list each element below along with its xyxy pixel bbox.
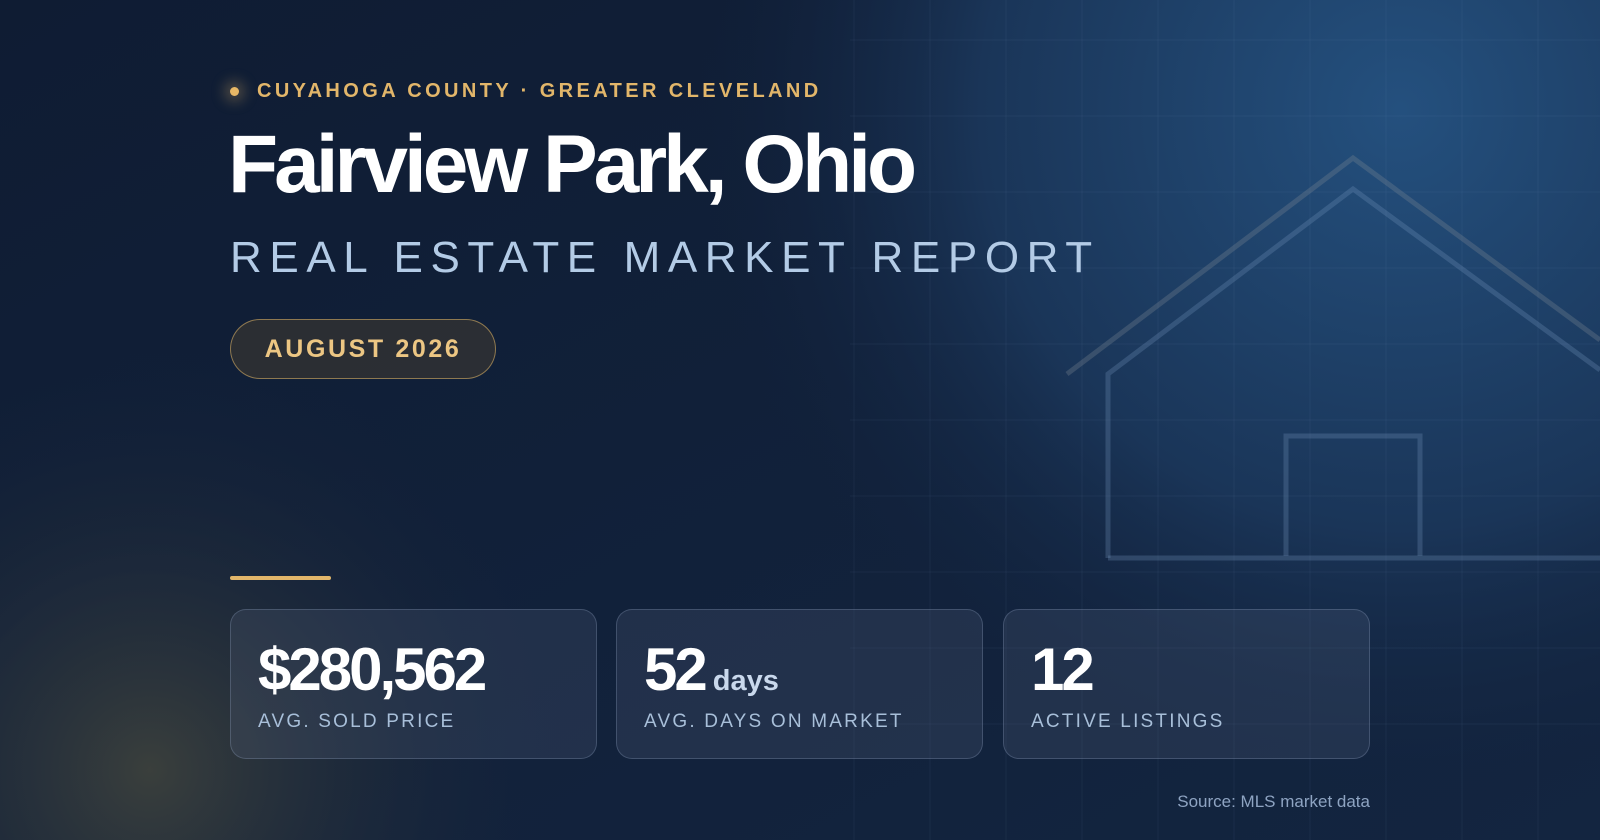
stat-card: 12 ACTIVE LISTINGS — [1003, 609, 1370, 759]
stat-label: ACTIVE LISTINGS — [1031, 711, 1225, 732]
stat-label: AVG. DAYS ON MARKET — [644, 711, 904, 732]
eyebrow-text: CUYAHOGA COUNTY · GREATER CLEVELAND — [257, 80, 822, 102]
stat-unit: days — [712, 665, 779, 697]
stat-label: AVG. SOLD PRICE — [258, 711, 456, 732]
stat-card: 52 days AVG. DAYS ON MARKET — [616, 609, 983, 759]
date-badge: AUGUST 2026 — [230, 319, 496, 379]
stat-value: $280,562 — [258, 636, 487, 703]
stat-value-row: 12 — [1031, 640, 1095, 700]
subtitle: REAL ESTATE MARKET REPORT — [230, 233, 1100, 282]
eyebrow: CUYAHOGA COUNTY · GREATER CLEVELAND — [230, 80, 822, 103]
title: Fairview Park, Ohio — [228, 119, 917, 210]
stat-card: $280,562 AVG. SOLD PRICE — [230, 609, 597, 759]
eyebrow-dot — [230, 87, 239, 96]
stat-value: 52 — [644, 636, 708, 703]
accent-rule — [230, 576, 331, 580]
house-outline — [1065, 154, 1600, 561]
stat-value-row: $280,562 — [258, 640, 487, 700]
stat-value: 12 — [1031, 636, 1095, 703]
source-note: Source: MLS market data — [1177, 792, 1370, 811]
grid-pattern — [850, 0, 1600, 840]
stat-value-row: 52 days — [644, 640, 779, 700]
